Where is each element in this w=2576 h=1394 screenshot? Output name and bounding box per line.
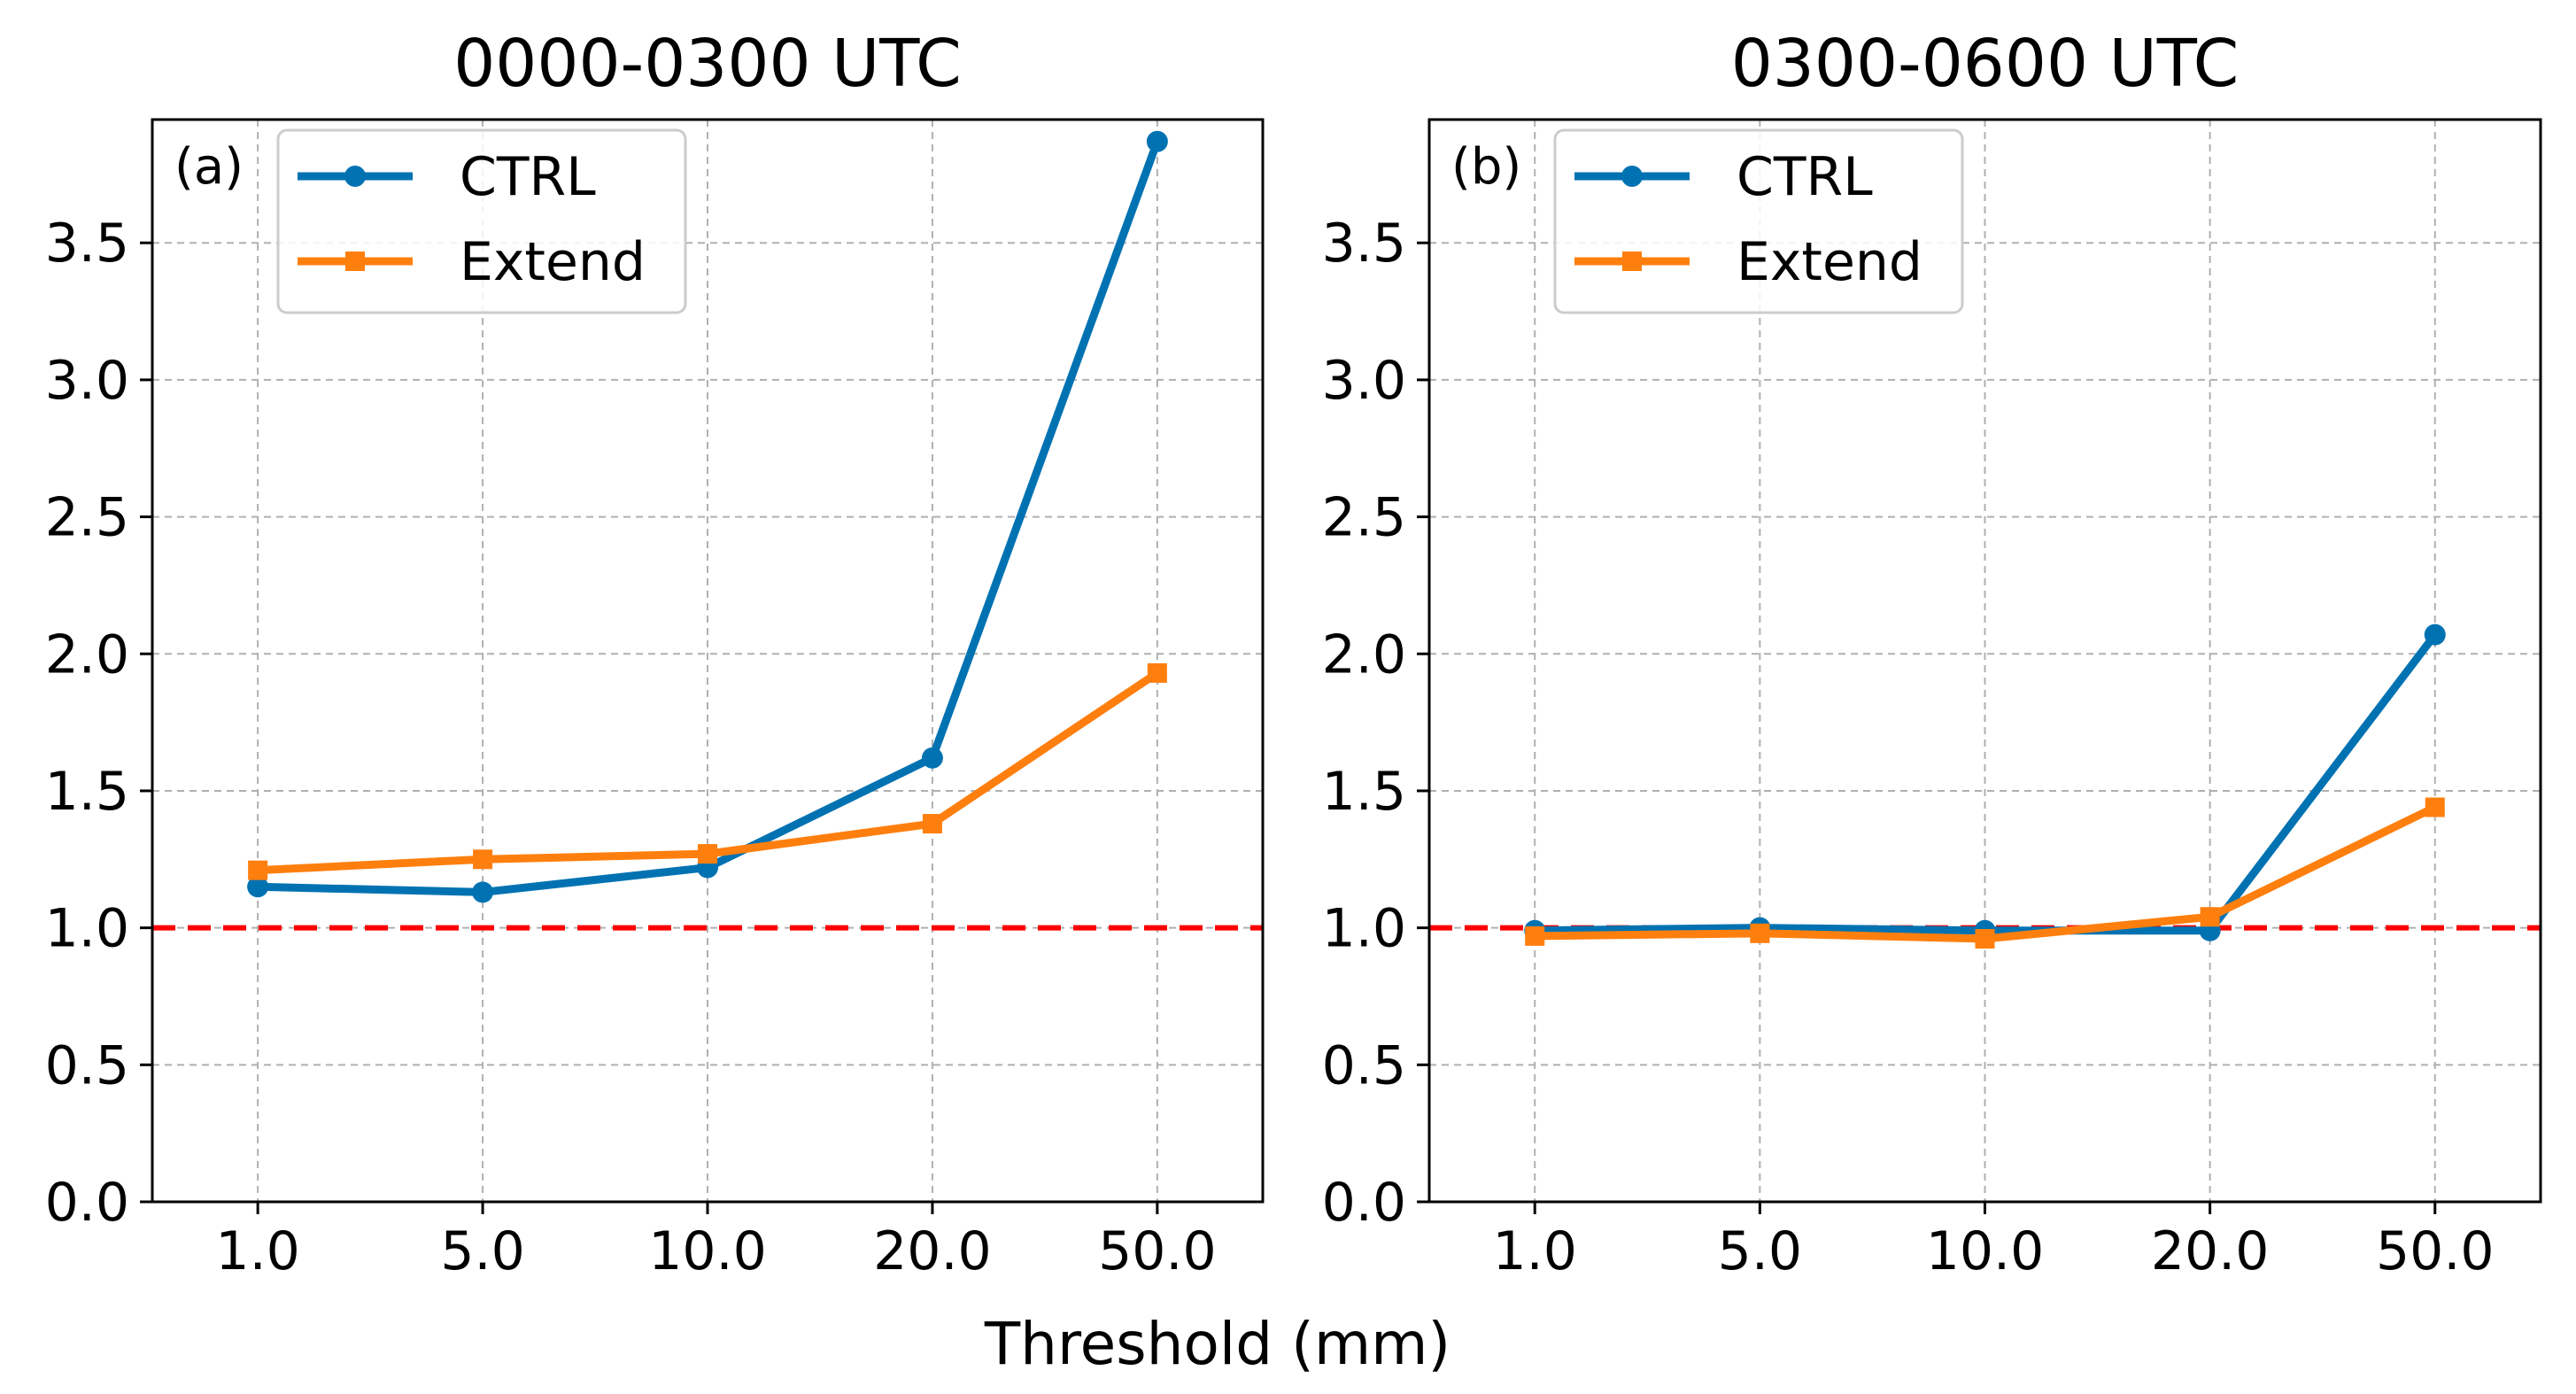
y-tick-label: 3.5 (45, 213, 129, 275)
data-point-extend (922, 814, 942, 834)
data-point-extend (2200, 907, 2220, 927)
legend-marker-extend (345, 252, 365, 271)
legend-marker-ctrl (344, 166, 366, 187)
x-tick-label: 20.0 (873, 1220, 992, 1282)
data-point-extend (2425, 797, 2445, 817)
y-tick-label: 0.5 (1322, 1034, 1406, 1096)
x-tick-label: 50.0 (2376, 1220, 2495, 1282)
data-point-ctrl (2424, 623, 2446, 646)
legend-marker-extend (1622, 252, 1642, 271)
data-point-extend (1975, 929, 1995, 949)
x-tick-label: 1.0 (1493, 1220, 1577, 1282)
legend-label-extend: Extend (1737, 231, 1922, 293)
data-point-extend (1750, 923, 1770, 943)
data-point-ctrl (247, 876, 269, 898)
data-point-ctrl (1146, 130, 1168, 152)
data-point-extend (698, 844, 717, 864)
y-tick-label: 1.0 (45, 898, 129, 960)
x-tick-label: 5.0 (1718, 1220, 1802, 1282)
y-tick-label: 0.5 (45, 1034, 129, 1096)
y-tick-label: 3.0 (1322, 350, 1406, 412)
y-tick-label: 1.5 (45, 761, 129, 823)
legend-label-extend: Extend (460, 231, 646, 293)
legend-label-ctrl: CTRL (1737, 146, 1873, 208)
panel-a: 0000-0300 UTC 0.0 0.5 1.0 1.5 2.0 2.5 3.0 3.5 1.0… (45, 26, 1265, 1282)
y-tick-label: 3.5 (1322, 213, 1406, 275)
x-tick-label: 10.0 (648, 1220, 767, 1282)
y-tick-label: 2.0 (45, 623, 129, 685)
x-tick-label: 1.0 (215, 1220, 299, 1282)
panel-label: (a) (174, 138, 244, 196)
x-tick-label: 20.0 (2151, 1220, 2270, 1282)
y-tick-label: 3.0 (45, 350, 129, 412)
data-point-ctrl (921, 747, 943, 769)
y-tick-label: 0.0 (45, 1172, 129, 1234)
legend-marker-ctrl (1621, 166, 1643, 187)
data-point-extend (473, 849, 493, 870)
data-point-extend (1525, 925, 1545, 946)
y-tick-label: 0.0 (1322, 1172, 1406, 1234)
y-tick-label: 1.5 (1322, 761, 1406, 823)
y-tick-label: 2.0 (1322, 623, 1406, 685)
chart-title: 0300-0600 UTC (1731, 26, 2239, 102)
panel-label: (b) (1451, 138, 1521, 196)
x-tick-label: 10.0 (1926, 1220, 2045, 1282)
panel-b: 0300-0600 UTC 0.0 0.5 1.0 1.5 2.0 2.5 3.0 3.5 1.0… (1322, 26, 2542, 1282)
x-axis-label: Threshold (mm) (984, 1310, 1450, 1378)
y-tick-label: 2.5 (45, 487, 129, 549)
data-point-extend (1147, 662, 1167, 683)
data-point-extend (248, 860, 268, 880)
x-tick-label: 5.0 (440, 1220, 524, 1282)
data-point-ctrl (472, 881, 494, 903)
x-tick-label: 50.0 (1098, 1220, 1217, 1282)
y-tick-label: 2.5 (1322, 487, 1406, 549)
chart-title: 0000-0300 UTC (453, 26, 962, 102)
legend-label-ctrl: CTRL (460, 146, 596, 208)
y-tick-label: 1.0 (1322, 898, 1406, 960)
